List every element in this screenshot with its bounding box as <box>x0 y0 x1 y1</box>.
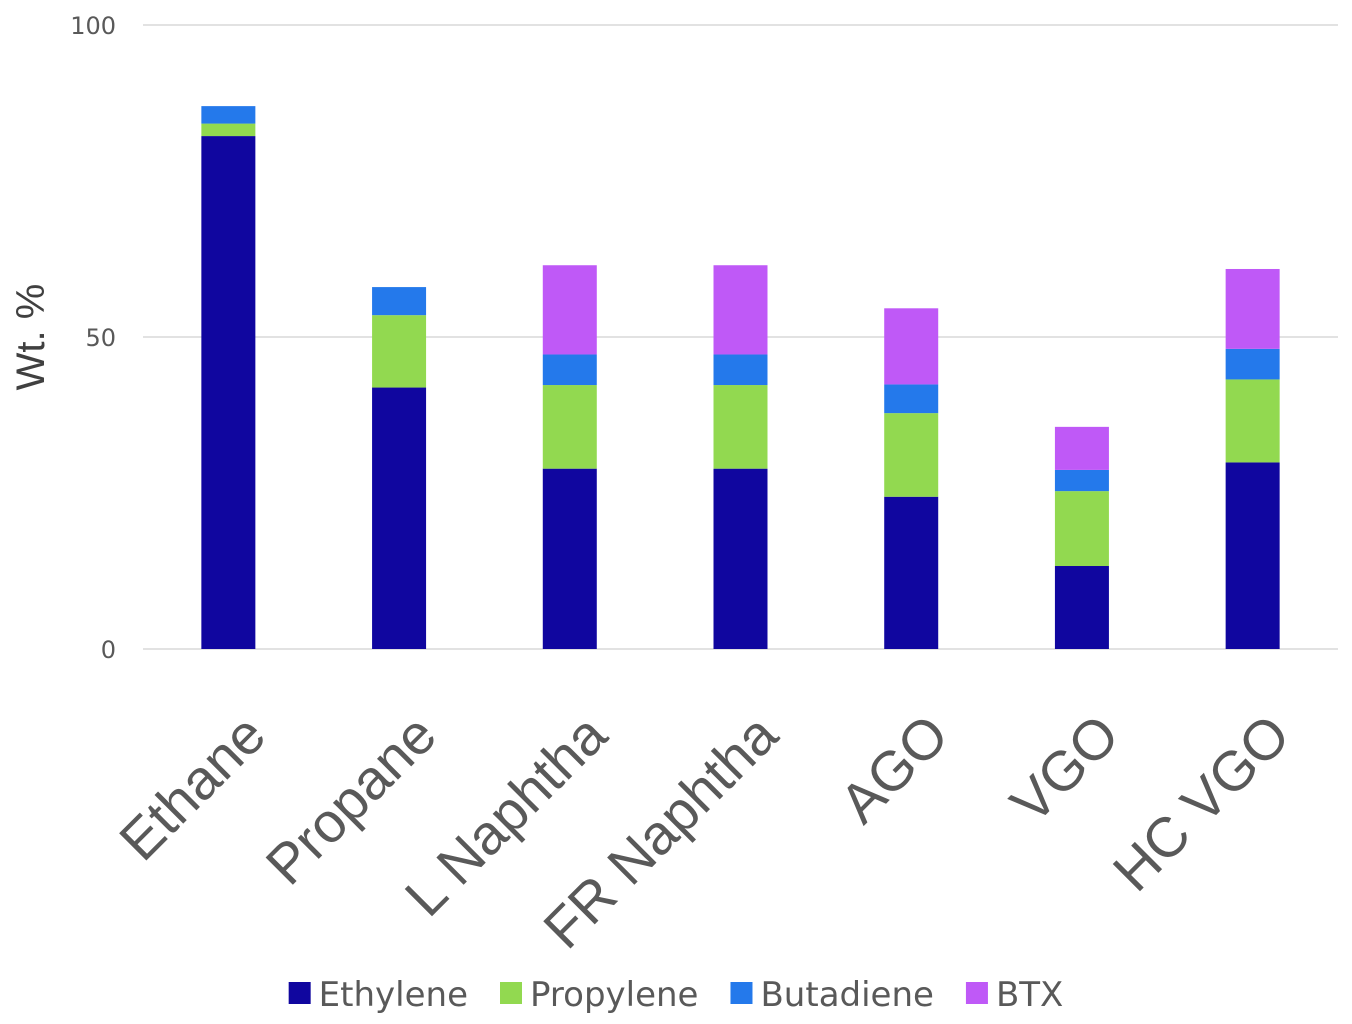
bar-segment-butadiene <box>884 384 939 414</box>
bar-segment-propylene <box>884 413 939 497</box>
bar-stack-vgo <box>1054 426 1109 649</box>
bar-stack-l-naphtha <box>542 265 597 649</box>
legend-swatch <box>500 982 522 1004</box>
legend-swatch <box>288 982 311 1004</box>
bar-segment-butadiene <box>1054 469 1109 492</box>
legend-label: Propylene <box>530 975 698 1015</box>
legend-label: Butadiene <box>760 975 933 1015</box>
bars <box>201 106 1280 649</box>
bar-stack-ago <box>884 308 939 649</box>
bar-segment-btx <box>884 308 939 385</box>
bar-segment-ethylene <box>884 496 939 649</box>
bar-segment-ethylene <box>542 468 597 649</box>
legend-item-propylene: Propylene <box>500 975 698 1015</box>
legend-item-ethylene: Ethylene <box>288 975 468 1015</box>
bar-segment-propylene <box>201 123 256 137</box>
y-tick-label: 50 <box>85 324 116 352</box>
bar-segment-btx <box>713 265 768 355</box>
x-category-label: AGO <box>827 702 960 835</box>
legend-item-butadiene: Butadiene <box>730 975 934 1015</box>
legend-swatch <box>730 982 753 1004</box>
bar-segment-propylene <box>372 315 427 388</box>
bar-stack-ethane <box>201 106 256 649</box>
bar-segment-btx <box>542 265 597 355</box>
bar-segment-ethylene <box>201 136 256 649</box>
bar-segment-propylene <box>1054 491 1109 567</box>
y-tick-label: 100 <box>70 12 116 40</box>
y-axis-tick-labels: 0 50 100 <box>70 12 116 664</box>
bar-segment-ethylene <box>1054 566 1109 649</box>
bar-segment-btx <box>1225 268 1280 349</box>
bar-stack-fr-naphtha <box>713 265 768 649</box>
bar-segment-propylene <box>713 385 768 469</box>
y-axis-title: Wt. % <box>9 284 53 391</box>
legend-item-btx: BTX <box>965 975 1063 1015</box>
bar-stack-hc-vgo <box>1225 268 1280 649</box>
legend-label: Ethylene <box>319 975 468 1015</box>
bar-segment-butadiene <box>713 354 768 386</box>
x-category-label: Ethane <box>107 702 277 872</box>
bar-segment-ethylene <box>1225 462 1280 649</box>
bar-segment-butadiene <box>372 287 427 316</box>
y-tick-label: 0 <box>101 636 116 664</box>
legend-swatch <box>965 982 988 1004</box>
bar-segment-butadiene <box>1225 348 1280 380</box>
x-category-label: VGO <box>998 702 1131 835</box>
bar-segment-btx <box>1054 426 1109 470</box>
bar-segment-butadiene <box>542 354 597 386</box>
legend: Ethylene Propylene Butadiene BTX <box>288 975 1063 1015</box>
bar-segment-ethylene <box>372 387 427 649</box>
bar-segment-ethylene <box>713 468 768 649</box>
bar-segment-butadiene <box>201 106 256 124</box>
x-category-label: HC VGO <box>1101 702 1302 903</box>
legend-label: BTX <box>996 975 1063 1015</box>
bar-segment-propylene <box>1225 379 1280 463</box>
bar-stack-propane <box>372 287 427 649</box>
bar-segment-propylene <box>542 385 597 469</box>
